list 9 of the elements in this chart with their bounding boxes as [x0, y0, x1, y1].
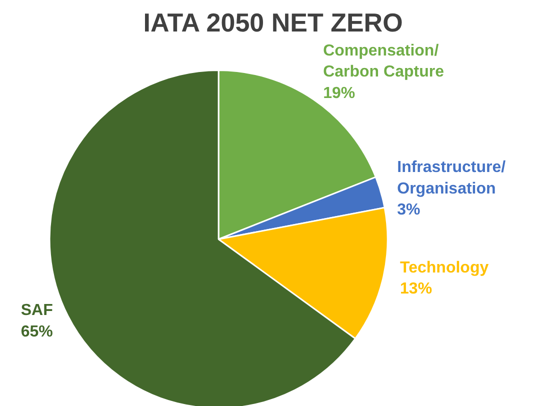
chart-title: IATA 2050 NET ZERO — [143, 8, 403, 38]
data-label: 65% — [20, 323, 53, 340]
slice-label: Infrastructure/ Organisation — [397, 159, 506, 198]
slice-label: Technology — [400, 259, 489, 276]
data-label: 13% — [400, 280, 432, 298]
data-label: 3% — [397, 202, 420, 219]
data-label: 19% — [323, 84, 356, 102]
slice-label: Compensation/ Carbon Capture — [323, 42, 444, 81]
slice-label: SAF — [20, 302, 54, 320]
